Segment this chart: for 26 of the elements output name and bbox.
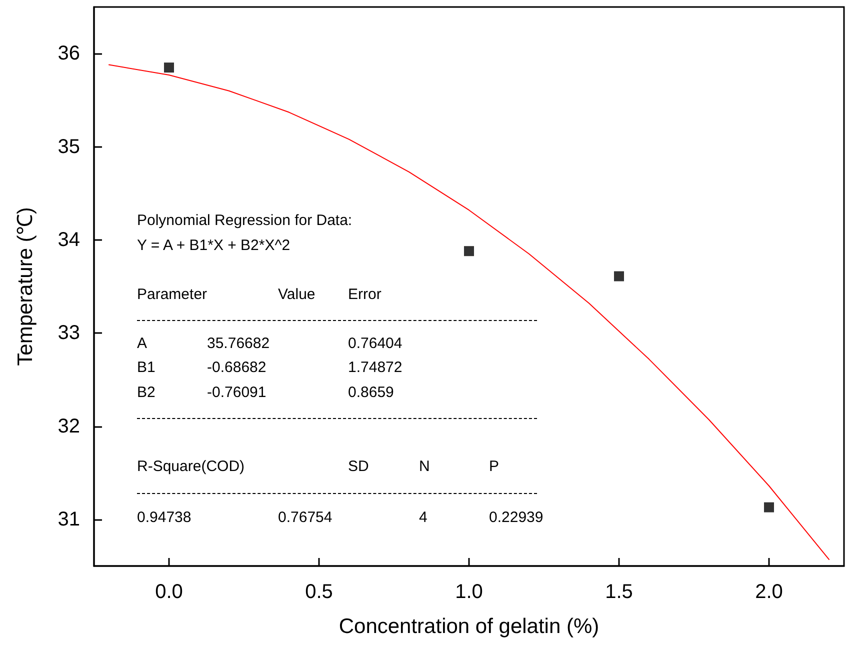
- x-tick-label: 1.5: [605, 581, 633, 603]
- point: [764, 502, 774, 512]
- x-tick-label: 2.0: [755, 581, 783, 603]
- y-tick-label: 31: [58, 508, 80, 530]
- y-tick-label: 32: [58, 415, 80, 438]
- point: [464, 246, 474, 256]
- line-series: [108, 64, 830, 560]
- text: 0.94738 0.76754 4 0.22939: [137, 509, 544, 526]
- text: A 35.76682 0.76404: [137, 335, 402, 352]
- x-tick-label: 1.0: [455, 581, 483, 603]
- y-tick-label: 35: [58, 136, 80, 158]
- x-tick-label: 0.5: [305, 581, 333, 603]
- y-tick-label: 33: [58, 322, 80, 344]
- annotation: Polynomial Regression for Data:: [137, 212, 352, 230]
- x-axis-title: Concentration of gelatin (%): [338, 615, 600, 638]
- y-tick-label: 34: [58, 228, 80, 251]
- text: B2 -0.76091 0.8659: [137, 384, 394, 401]
- text: R-Square(COD) SD N P: [137, 458, 500, 475]
- y-axis-title: Temperature (℃): [14, 207, 37, 366]
- x-tick-label: 0.0: [155, 581, 183, 603]
- annotation: Y = A + B1*X + B2*X^2: [137, 237, 290, 255]
- y-tick-label: 36: [58, 42, 80, 65]
- text: Parameter Value Error: [137, 286, 382, 303]
- point: [614, 271, 624, 282]
- point: [164, 62, 174, 73]
- text: B1 -0.68682 1.74872: [137, 359, 402, 376]
